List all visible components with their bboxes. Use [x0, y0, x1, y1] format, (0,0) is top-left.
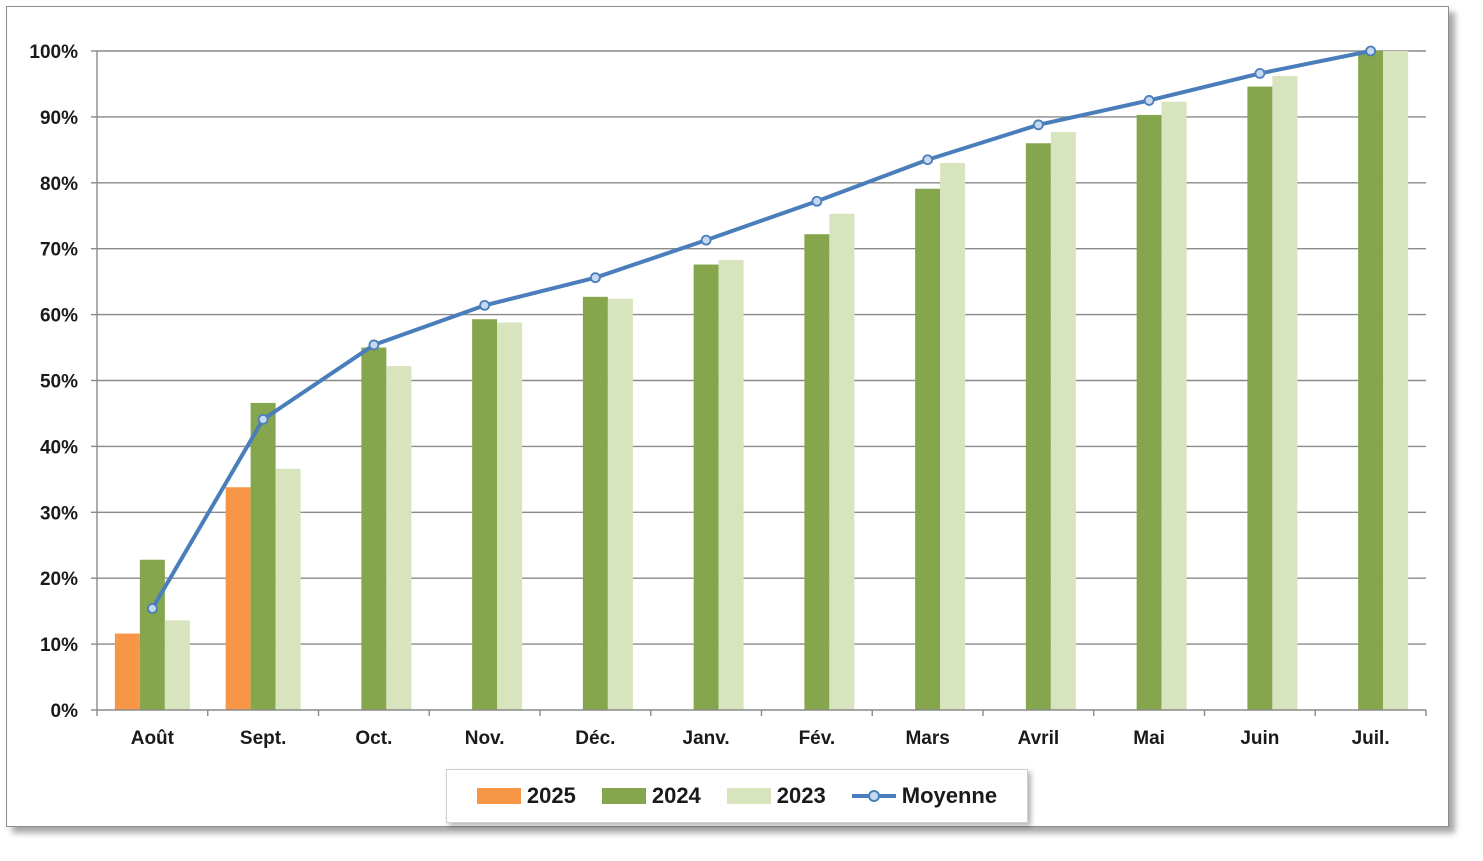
bar-2025	[225, 487, 251, 710]
bar-2024	[1025, 143, 1051, 710]
bar-2023	[718, 259, 744, 710]
legend-swatch	[601, 788, 646, 804]
bar-2023	[164, 620, 190, 710]
line-point	[146, 603, 158, 614]
bar-2024	[582, 296, 608, 710]
y-tick-label: 20%	[40, 569, 78, 590]
line-point	[1143, 95, 1155, 106]
bar-2024	[1136, 114, 1162, 711]
bar-2023	[497, 322, 523, 710]
x-tick-label: Déc.	[575, 728, 615, 749]
bar-2024	[1247, 86, 1273, 710]
x-tick-label: Sept.	[240, 728, 286, 749]
y-tick-label: 90%	[40, 108, 78, 129]
legend-label: 2025	[526, 783, 576, 808]
line-point	[257, 413, 269, 425]
bar-2023	[1050, 132, 1076, 710]
y-tick-label: 10%	[40, 635, 78, 656]
bar-2023	[275, 468, 301, 710]
legend-label: 2023	[776, 783, 826, 808]
bar-2024	[250, 402, 276, 710]
bar-2024	[1358, 51, 1384, 710]
bar-2025	[114, 633, 140, 710]
line-point	[1032, 119, 1044, 131]
legend-swatch	[726, 788, 771, 804]
legend-swatch	[476, 788, 521, 804]
line-point	[1254, 68, 1266, 79]
y-tick-label: 60%	[40, 306, 78, 327]
legend-item-2024: 2024	[601, 783, 701, 809]
x-tick-label: Juin	[1240, 728, 1279, 749]
x-tick-label: Fév.	[799, 728, 836, 749]
x-tick-label: Mars	[905, 728, 949, 749]
y-tick-label: 40%	[40, 437, 78, 458]
bar-2023	[1272, 76, 1298, 711]
x-tick-label: Oct.	[355, 728, 392, 749]
chart-legend: 2025 2024 2023 Moyenne	[446, 769, 1028, 823]
line-point	[368, 339, 380, 351]
x-tick-label: Nov.	[465, 728, 505, 749]
x-tick-label: Août	[131, 728, 175, 749]
legend-item-Moyenne: Moyenne	[851, 783, 998, 809]
bar-2024	[693, 264, 719, 710]
legend-label: Moyenne	[901, 783, 998, 808]
bar-2023	[829, 213, 855, 710]
legend-label: 2024	[651, 783, 701, 808]
bar-2024	[361, 347, 387, 710]
y-tick-label: 80%	[40, 174, 78, 195]
bar-2024	[139, 559, 165, 710]
y-tick-label: 70%	[40, 240, 78, 261]
legend-line-swatch	[851, 788, 896, 804]
y-tick-label: 100%	[29, 42, 78, 63]
x-tick-label: Mai	[1133, 728, 1165, 749]
line-point	[479, 299, 491, 311]
legend-item-2023: 2023	[726, 783, 826, 809]
bar-2023	[607, 298, 633, 710]
y-tick-label: 50%	[40, 372, 78, 393]
x-tick-label: Avril	[1018, 728, 1060, 749]
bar-2024	[804, 234, 830, 710]
y-tick-label: 0%	[51, 701, 79, 722]
bar-2023	[386, 366, 412, 710]
line-point	[922, 154, 934, 166]
bar-2023	[1383, 51, 1409, 710]
line-point	[589, 272, 601, 284]
bar-2023	[1161, 101, 1187, 711]
y-tick-label: 30%	[40, 503, 78, 524]
series-line-Moyenne	[150, 49, 1372, 610]
x-tick-label: Janv.	[683, 728, 730, 749]
line-point	[1365, 45, 1377, 57]
x-tick-label: Juil.	[1352, 728, 1390, 749]
bar-2024	[472, 319, 498, 710]
legend-item-2025: 2025	[476, 783, 576, 809]
line-point	[700, 234, 712, 246]
bar-2023	[940, 163, 966, 710]
bar-2024	[915, 188, 941, 710]
line-point	[811, 195, 823, 207]
